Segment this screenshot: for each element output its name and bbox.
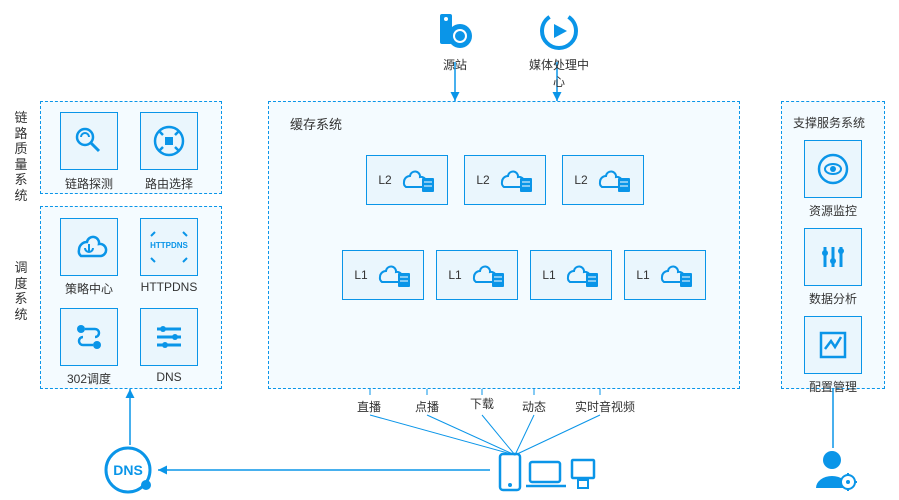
probe-label: 链路探测 bbox=[54, 175, 124, 192]
dns-label: DNS bbox=[134, 370, 204, 384]
media-center-icon bbox=[537, 10, 581, 52]
cache-box bbox=[268, 101, 740, 389]
cache-title: 缓存系统 bbox=[290, 114, 342, 133]
probe-icon-box bbox=[60, 112, 118, 170]
devices-icon bbox=[498, 452, 598, 494]
support-title: 支撑服务系统 bbox=[793, 114, 865, 131]
monitor-icon-box bbox=[804, 140, 862, 198]
dns-circle-icon: DNS bbox=[102, 445, 158, 495]
route-label: 路由选择 bbox=[134, 175, 204, 192]
cloud-server-icon bbox=[372, 259, 412, 291]
cache-l2-node: L2 bbox=[464, 155, 546, 205]
user-gear-icon bbox=[812, 448, 858, 492]
l1-label: L1 bbox=[448, 268, 461, 282]
l2-label: L2 bbox=[476, 173, 489, 187]
dns-circle-group: DNS bbox=[102, 445, 158, 500]
redirect-302-icon bbox=[71, 319, 107, 355]
svc-rtc: 实时音视频 bbox=[575, 398, 635, 415]
cloud-server-icon bbox=[396, 164, 436, 196]
svg-text:HTTPDNS: HTTPDNS bbox=[150, 241, 188, 250]
link-probe-icon bbox=[71, 123, 107, 159]
media-icon-group: 媒体处理中心 bbox=[524, 10, 594, 90]
policy-label: 策略中心 bbox=[54, 280, 124, 297]
cloud-server-icon bbox=[592, 164, 632, 196]
route-icon-box bbox=[140, 112, 198, 170]
httpdns-icon: HTTPDNS bbox=[147, 230, 191, 264]
cache-l1-node: L1 bbox=[530, 250, 612, 300]
302-icon-box bbox=[60, 308, 118, 366]
302-label: 302调度 bbox=[54, 370, 124, 387]
l1-label: L1 bbox=[542, 268, 555, 282]
media-label: 媒体处理中心 bbox=[524, 56, 594, 90]
origin-label: 源站 bbox=[430, 56, 480, 73]
svc-vod: 点播 bbox=[415, 398, 439, 415]
l2-label: L2 bbox=[378, 173, 391, 187]
cache-l1-node: L1 bbox=[436, 250, 518, 300]
cache-l2-node: L2 bbox=[366, 155, 448, 205]
cache-l1-node: L1 bbox=[342, 250, 424, 300]
scheduling-title: 调度系统 bbox=[12, 260, 30, 322]
dns-circle-text: DNS bbox=[113, 462, 143, 478]
user-gear-group bbox=[812, 448, 858, 497]
config-icon-box bbox=[804, 316, 862, 374]
svc-download: 下载 bbox=[470, 395, 494, 412]
analytics-sliders-icon bbox=[815, 239, 851, 275]
policy-icon-box bbox=[60, 218, 118, 276]
analytics-icon-box bbox=[804, 228, 862, 286]
origin-server-icon bbox=[430, 10, 474, 52]
config-label: 配置管理 bbox=[798, 378, 868, 395]
route-select-icon bbox=[151, 123, 187, 159]
origin-icon-group: 源站 bbox=[430, 10, 480, 73]
cloud-server-icon bbox=[654, 259, 694, 291]
config-chart-icon bbox=[815, 327, 851, 363]
monitor-label: 资源监控 bbox=[798, 202, 868, 219]
cloud-server-icon bbox=[494, 164, 534, 196]
l1-label: L1 bbox=[636, 268, 649, 282]
cache-l2-node: L2 bbox=[562, 155, 644, 205]
monitor-eye-icon bbox=[815, 151, 851, 187]
dns-icon-box bbox=[140, 308, 198, 366]
l1-label: L1 bbox=[354, 268, 367, 282]
svc-dynamic: 动态 bbox=[522, 398, 546, 415]
policy-center-icon bbox=[69, 230, 109, 264]
cloud-server-icon bbox=[560, 259, 600, 291]
link-quality-title: 链路质量系统 bbox=[12, 110, 30, 204]
httpdns-icon-box: HTTPDNS bbox=[140, 218, 198, 276]
httpdns-label: HTTPDNS bbox=[134, 280, 204, 294]
l2-label: L2 bbox=[574, 173, 587, 187]
cloud-server-icon bbox=[466, 259, 506, 291]
svc-live: 直播 bbox=[357, 398, 381, 415]
dns-sliders-icon bbox=[151, 319, 187, 355]
devices-group bbox=[498, 452, 598, 499]
cache-l1-node: L1 bbox=[624, 250, 706, 300]
analytics-label: 数据分析 bbox=[798, 290, 868, 307]
